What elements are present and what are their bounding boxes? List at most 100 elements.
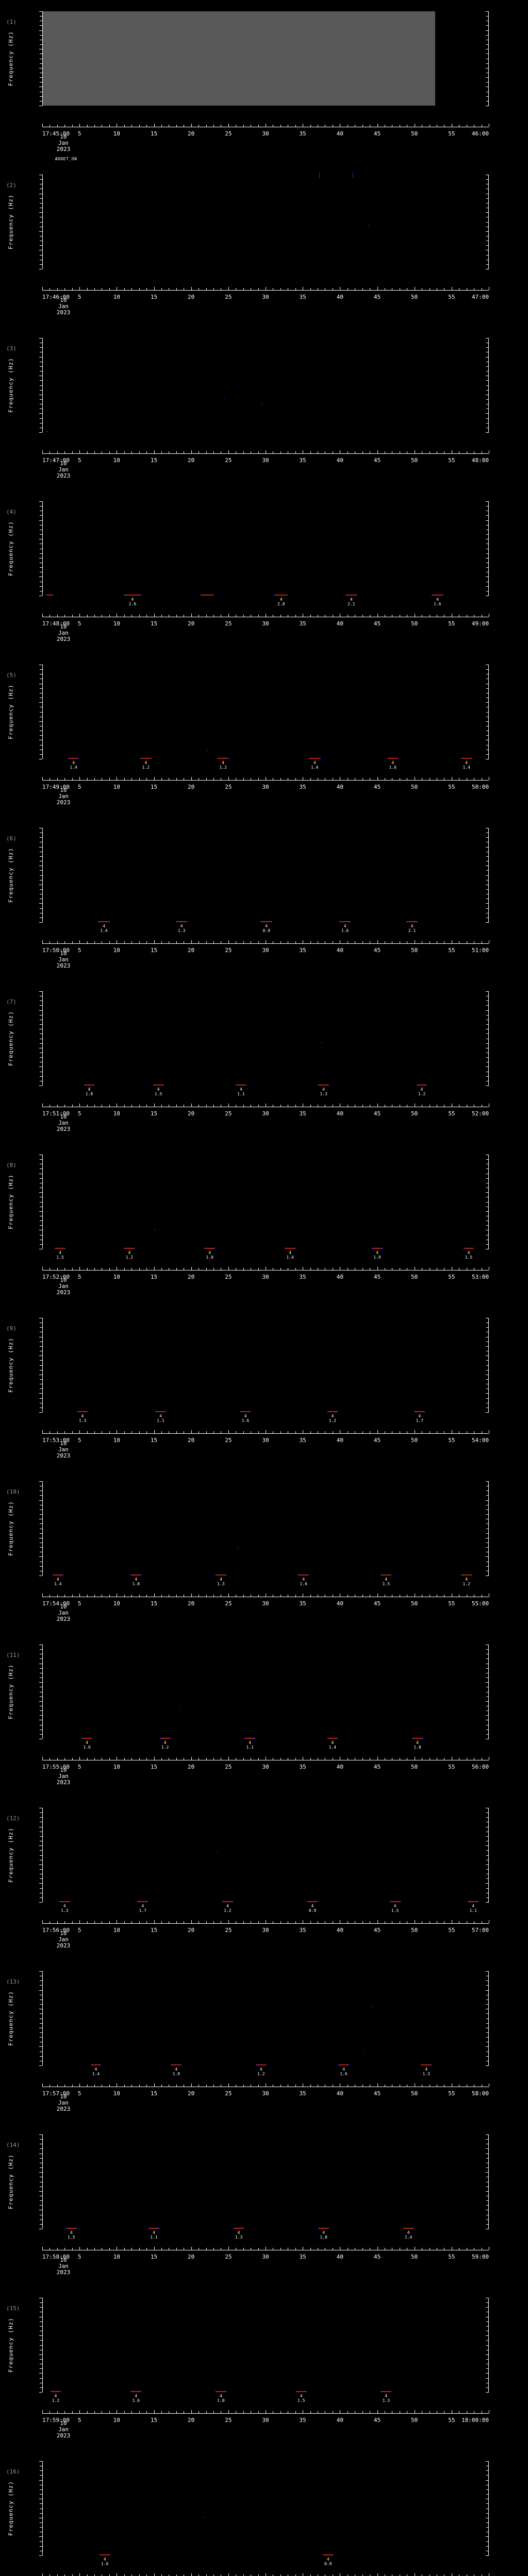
plot-area [42, 11, 489, 106]
x-tick-label: 5 [77, 784, 81, 790]
x-tick [109, 1595, 110, 1597]
x-tick-label: 25 [225, 784, 232, 790]
x-tick [295, 1268, 296, 1270]
x-tick [57, 1268, 58, 1270]
y-axis: 10008006004002000 [39, 2298, 43, 2393]
y-tick-right [486, 1850, 489, 1851]
spectrogram-image [42, 501, 489, 596]
x-tick [295, 288, 296, 290]
x-tick-label-end: 55:00 [471, 1600, 489, 1607]
y-tick [40, 1178, 42, 1179]
x-tick [161, 1105, 162, 1107]
x-tick [131, 1268, 133, 1270]
detection-cap-left [372, 1248, 373, 1249]
x-tick [154, 614, 155, 617]
x-tick-label: 55 [448, 784, 455, 790]
y-tick-right [486, 1393, 489, 1394]
x-tick [79, 1594, 80, 1597]
x-tick-label: 40 [336, 1927, 343, 1934]
y-axis: 10008006004002000 [39, 1481, 43, 1576]
x-tick [64, 1431, 65, 1433]
y-tick [40, 1734, 42, 1735]
y-tick-right [486, 2527, 489, 2528]
x-tick-label: 25 [225, 1437, 232, 1444]
panel-number: (9) [6, 1325, 16, 1332]
x-tick-label: 45 [373, 1274, 381, 1280]
y-tick-right [486, 515, 489, 516]
x-tick [310, 2411, 311, 2413]
x-tick [310, 2574, 311, 2576]
detection-bar [372, 1248, 383, 1249]
detection-cap-left [461, 758, 463, 759]
panel-number: (6) [6, 835, 16, 842]
date-label: 10 Jan 2023 [56, 1113, 71, 1132]
x-tick [64, 941, 65, 943]
y-tick-right [486, 520, 489, 521]
y-tick [40, 524, 42, 526]
x-tick [310, 125, 311, 127]
detection-bar [217, 758, 229, 759]
detection-cap-right [151, 758, 152, 759]
x-tick [146, 125, 147, 127]
x-tick [146, 1431, 147, 1433]
detection-bar [55, 1248, 66, 1249]
y-tick-right [486, 2555, 489, 2556]
detection-bar [468, 1901, 479, 1902]
y-tick-right [486, 903, 489, 904]
x-tick [280, 1758, 281, 1760]
plot-area [42, 2461, 489, 2555]
x-tick [280, 288, 281, 290]
detection-cap-right [271, 921, 272, 922]
x-tick [206, 1921, 207, 1923]
x-tick [131, 941, 133, 943]
x-tick [154, 1267, 155, 1270]
detection-cap-left [59, 1901, 60, 1902]
x-tick [295, 1595, 296, 1597]
y-axis-right [486, 2298, 489, 2393]
y-tick-right [486, 11, 489, 12]
detection-label: 4 1.8 [132, 1577, 140, 1586]
detection-cap-left [52, 1574, 54, 1575]
x-tick [87, 288, 88, 290]
detection-cap-right [442, 595, 443, 596]
x-tick [191, 1430, 192, 1433]
y-tick-right [486, 1990, 489, 1991]
detection-bar [77, 1411, 88, 1412]
x-tick [191, 940, 192, 943]
y-tick [40, 1490, 42, 1492]
x-tick [228, 1267, 229, 1270]
x-tick [79, 124, 80, 127]
y-tick-right [486, 25, 489, 26]
spectrogram-image [42, 828, 489, 922]
x-tick-label: 55 [448, 1274, 455, 1280]
x-tick-label-start: 17:46:00 [42, 294, 70, 300]
y-tick-right [486, 2387, 489, 2388]
y-tick-right [486, 669, 489, 670]
detection-cap-right [60, 2391, 61, 2392]
y-tick-right [486, 245, 489, 246]
y-tick [40, 1346, 42, 1347]
x-tick [243, 778, 244, 780]
y-tick [39, 2354, 42, 2355]
spectrogram-image [42, 1808, 489, 1902]
y-tick [40, 1033, 42, 1035]
detection-bar [137, 1901, 148, 1902]
x-tick [146, 1921, 147, 1923]
detection-label: 4 1.8 [414, 1740, 421, 1750]
detection-cap-right [398, 758, 399, 759]
detection-label: 4 2.6 [128, 597, 137, 606]
x-tick-label: 50 [411, 130, 418, 137]
detection-bar [90, 2064, 102, 2065]
panel-number: (1) [6, 19, 16, 25]
detection-cap-right [381, 1248, 383, 1249]
y-tick-right [486, 30, 489, 31]
y-tick [40, 1005, 42, 1006]
x-tick [258, 125, 259, 127]
y-tick-right [486, 2475, 489, 2476]
x-tick [154, 1594, 155, 1597]
detection-bar [171, 2064, 182, 2065]
y-tick-right [486, 2046, 489, 2047]
x-tick [124, 1431, 125, 1433]
detection-cap-right [186, 921, 188, 922]
detection-cap-right [227, 758, 229, 759]
